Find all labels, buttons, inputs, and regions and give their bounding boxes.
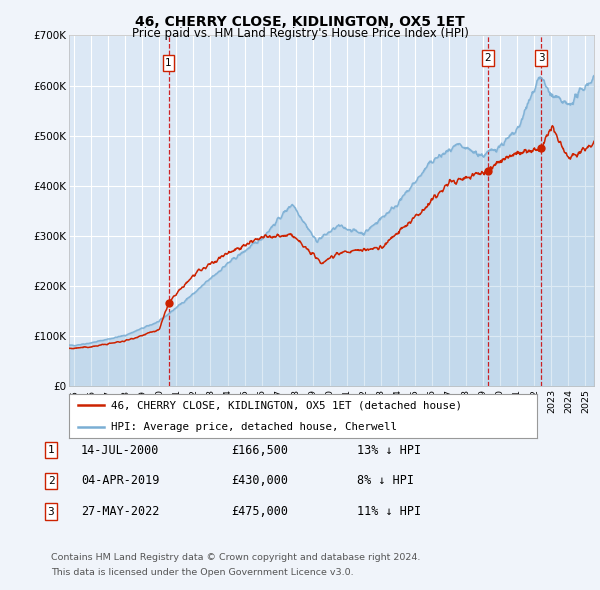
Text: £166,500: £166,500 bbox=[231, 444, 288, 457]
Text: 27-MAY-2022: 27-MAY-2022 bbox=[81, 505, 160, 518]
Text: Price paid vs. HM Land Registry's House Price Index (HPI): Price paid vs. HM Land Registry's House … bbox=[131, 27, 469, 40]
Text: 11% ↓ HPI: 11% ↓ HPI bbox=[357, 505, 421, 518]
Text: £475,000: £475,000 bbox=[231, 505, 288, 518]
Text: 46, CHERRY CLOSE, KIDLINGTON, OX5 1ET (detached house): 46, CHERRY CLOSE, KIDLINGTON, OX5 1ET (d… bbox=[111, 401, 462, 411]
Text: 46, CHERRY CLOSE, KIDLINGTON, OX5 1ET: 46, CHERRY CLOSE, KIDLINGTON, OX5 1ET bbox=[135, 15, 465, 30]
Text: 8% ↓ HPI: 8% ↓ HPI bbox=[357, 474, 414, 487]
Text: £430,000: £430,000 bbox=[231, 474, 288, 487]
Text: 1: 1 bbox=[165, 58, 172, 68]
Text: 2: 2 bbox=[47, 476, 55, 486]
Text: Contains HM Land Registry data © Crown copyright and database right 2024.: Contains HM Land Registry data © Crown c… bbox=[51, 553, 421, 562]
Text: 2: 2 bbox=[484, 53, 491, 63]
Text: 3: 3 bbox=[47, 507, 55, 516]
Text: 14-JUL-2000: 14-JUL-2000 bbox=[81, 444, 160, 457]
Text: 1: 1 bbox=[47, 445, 55, 455]
Text: 04-APR-2019: 04-APR-2019 bbox=[81, 474, 160, 487]
Text: 13% ↓ HPI: 13% ↓ HPI bbox=[357, 444, 421, 457]
Text: HPI: Average price, detached house, Cherwell: HPI: Average price, detached house, Cher… bbox=[111, 422, 397, 432]
Text: 3: 3 bbox=[538, 53, 545, 63]
Text: This data is licensed under the Open Government Licence v3.0.: This data is licensed under the Open Gov… bbox=[51, 568, 353, 577]
